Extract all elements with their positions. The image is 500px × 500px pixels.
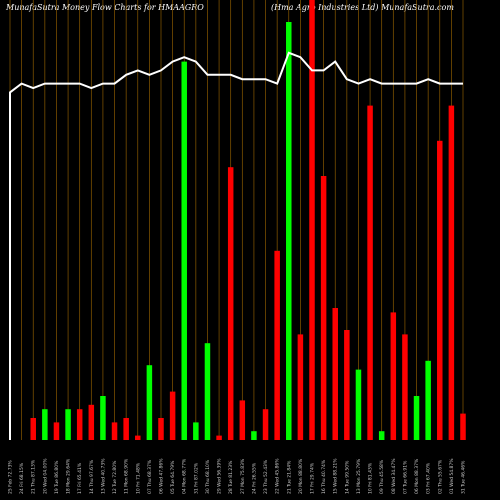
chart-title: MunafaSutra Money Flow Charts for HMAAGR…	[6, 3, 204, 12]
money-flow-bar	[274, 250, 280, 440]
money-flow-bar	[53, 422, 60, 440]
x-tick-label: 09 Thu 45.58%	[379, 459, 385, 494]
x-tick-label: 22 Wed 45.86%	[275, 458, 281, 494]
money-flow-bar	[30, 418, 36, 440]
money-flow-bar	[251, 431, 257, 440]
x-tick-label: 03 Fri 67.40%	[426, 462, 432, 494]
money-flow-bar	[413, 396, 420, 440]
price-line	[9, 51, 463, 440]
money-flow-bar	[135, 435, 141, 440]
money-flow-bar	[216, 435, 222, 440]
x-tick-label: 20 Wed 04.00%	[42, 458, 48, 494]
money-flow-bar	[239, 400, 246, 440]
money-flow-bar	[425, 360, 431, 440]
money-flow-bar	[378, 431, 385, 440]
money-flow-bar	[332, 308, 338, 440]
x-tick-label: 17 Fri 29.74%	[310, 462, 316, 494]
x-tick-label: 27 Mon 75.83%	[240, 458, 246, 494]
x-tick-label: 15 Wed 88.21%	[333, 458, 339, 494]
x-tick-label: 28 Tue 81.23%	[228, 460, 234, 494]
money-flow-bar	[146, 365, 153, 440]
x-tick-label: 05 Tue 64.79%	[170, 460, 176, 494]
x-tick-label: 30 Thu 68.10%	[205, 459, 211, 494]
x-tick-label: 11 Mon 68.90%	[124, 458, 130, 494]
x-tick-label: 06 Wed 47.86%	[159, 458, 165, 494]
x-tick-label: 13 Mon 25.79%	[356, 458, 362, 494]
x-tick-label: 02 Thu 55.67%	[437, 459, 443, 494]
x-tick-label: 20 Mon 88.80%	[298, 458, 304, 494]
x-tick-label: 24 Fri 26.55%	[251, 462, 257, 494]
money-flow-bar	[158, 418, 164, 440]
money-flow-bar	[448, 105, 455, 440]
x-tick-label: 07 Tue 66.91%	[402, 460, 408, 494]
x-tick-label: 04 Mon 68.77%	[182, 458, 188, 494]
x-tick-label: 18 Mon 29.64%	[66, 458, 72, 494]
money-flow-bar	[367, 105, 373, 440]
price-line-series	[9, 51, 463, 440]
money-flow-bar	[123, 418, 129, 440]
money-flow-bar	[65, 409, 71, 440]
x-tick-label: 17 Fri 65.41%	[77, 462, 83, 494]
x-tick-label: 29 Wed 56.39%	[217, 458, 223, 494]
money-flow-bar	[437, 140, 443, 441]
x-tick-label: 31 Fri 87.02%	[193, 462, 199, 494]
x-tick-label: 25 Feb 72.73%	[8, 460, 14, 494]
money-flow-bar	[355, 369, 362, 440]
x-tick-label: 23 Thu 52.43%	[263, 459, 269, 494]
x-tick-label: 16 Thu 40.74%	[321, 459, 327, 494]
bar-series	[30, 0, 466, 441]
money-flow-bar	[181, 61, 187, 440]
money-flow-bar	[320, 176, 327, 440]
x-tick-label: 06 Mon 88.37%	[414, 458, 420, 494]
money-flow-bar	[344, 330, 350, 440]
money-flow-bar	[402, 334, 408, 440]
x-tick-label: 13 Wed 40.73%	[100, 458, 106, 494]
money-flow-bar	[88, 404, 95, 440]
money-flow-bar	[100, 396, 106, 440]
money-flow-bar	[42, 409, 48, 440]
x-tick-label: 21 Thu 87.13%	[31, 459, 37, 494]
money-flow-bar	[111, 422, 118, 440]
x-tick-label: 07 Thu 68.37%	[147, 459, 153, 494]
chart-subtitle: (Hma Agro Industries Ltd) MunafaSutra.co…	[271, 3, 454, 12]
money-flow-bar	[309, 0, 315, 440]
money-flow-bar	[262, 409, 269, 440]
money-flow-bar	[204, 343, 211, 440]
money-flow-bar	[390, 312, 397, 440]
x-tick-label: 14 Thu 97.67%	[89, 459, 95, 494]
x-tick-label: 21 Tue 21.84%	[286, 460, 292, 494]
x-tick-label: 24 Fri 68.15%	[19, 462, 25, 494]
money-flow-bar	[169, 391, 176, 440]
money-flow-bar	[76, 409, 83, 440]
money-flow-bar	[460, 413, 466, 440]
money-flow-bar	[286, 22, 292, 440]
money-flow-bar	[227, 167, 234, 440]
x-tick-label: 10 Fri 71.48%	[135, 462, 141, 494]
x-tick-label: 14 Tue 99.50%	[344, 460, 350, 494]
x-tick-labels: 25 Feb 72.73% 24 Fri 68.15% 21 Thu 87.13% 2…	[8, 458, 467, 494]
x-tick-label: 01 Wed 54.87%	[449, 458, 455, 494]
x-tick-label: 31 Tue 46.46%	[461, 460, 467, 494]
x-tick-label: 12 Tue 72.80%	[112, 460, 118, 494]
x-tick-label: 08 Wed 34.47%	[391, 458, 397, 494]
x-tick-label: 10 Fri 81.43%	[368, 462, 374, 494]
money-flow-bar	[297, 334, 304, 440]
x-tick-label: 19 Tue 86.80%	[54, 460, 60, 494]
money-flow-bar	[193, 422, 199, 440]
